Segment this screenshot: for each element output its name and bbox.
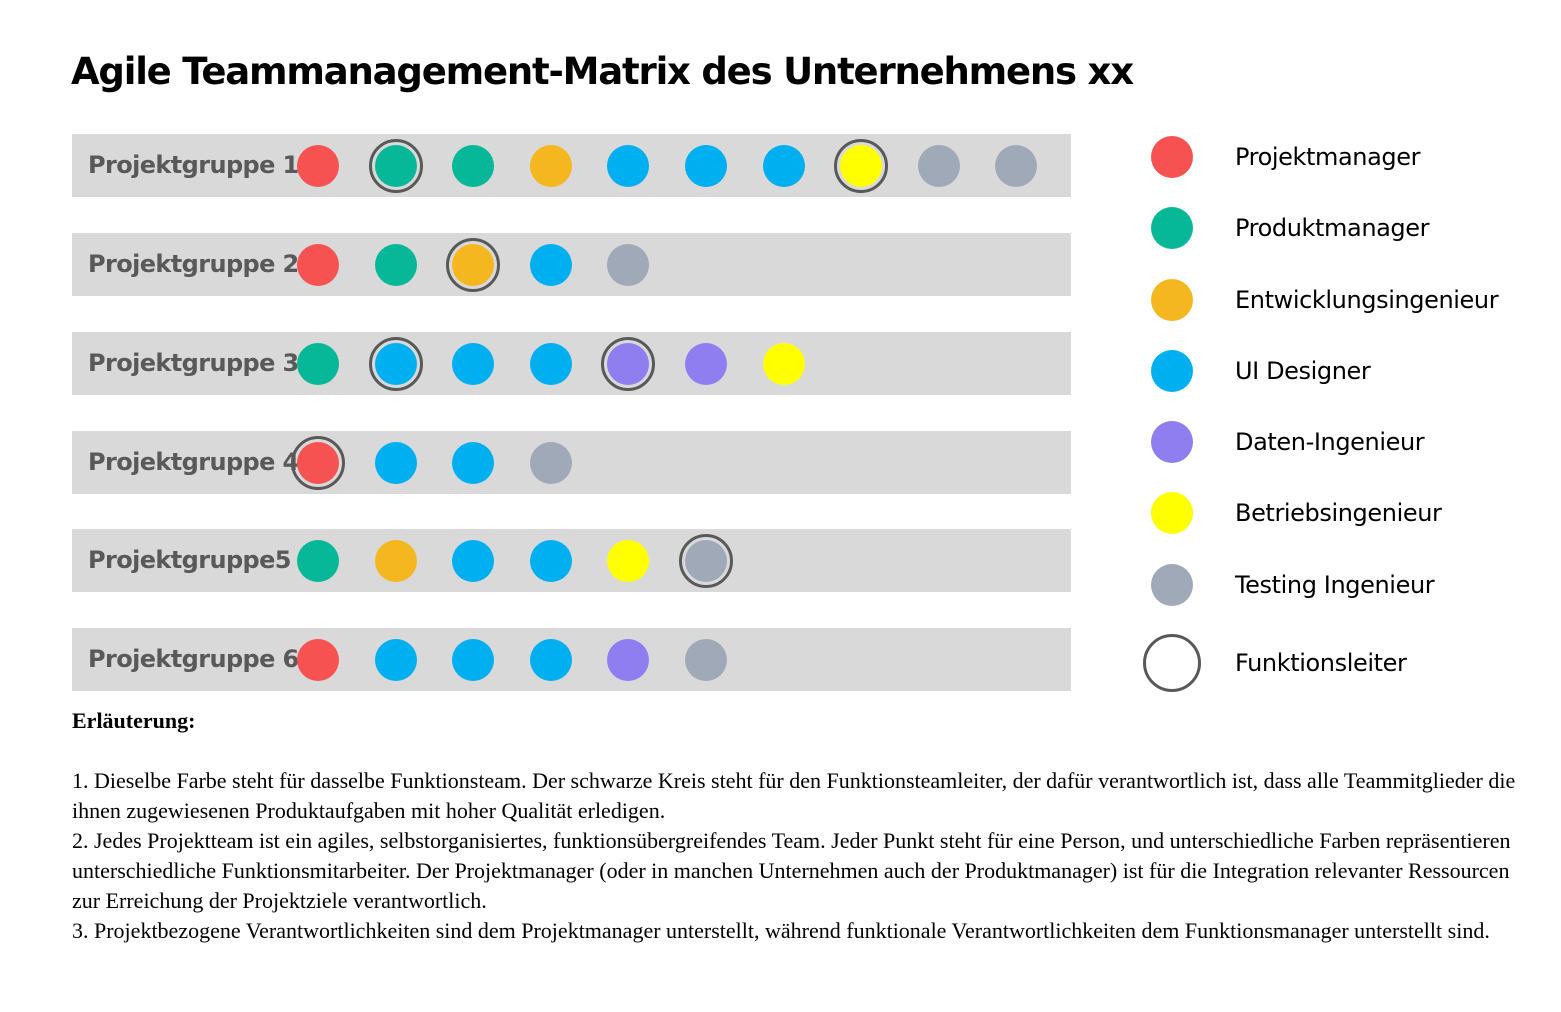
- legend-swatch: [1151, 564, 1193, 606]
- legend-label: Betriebsingenieur: [1235, 499, 1442, 527]
- legend-leader-ring: [1143, 634, 1201, 692]
- member-dot-projektmanager: [297, 638, 339, 681]
- member-dot-entwicklungsingenieur: [529, 144, 572, 187]
- explanation-heading: Erläuterung:: [72, 708, 196, 733]
- legend-item-entwicklungsingenieur: Entwicklungsingenieur: [1140, 270, 1540, 330]
- member-dot-betriebsingenieur: [840, 144, 883, 187]
- member-dot-ui-designer: [374, 638, 417, 681]
- legend-item-projektmanager: Projektmanager: [1140, 127, 1540, 187]
- group-label: Projektgruppe 2: [88, 250, 299, 278]
- member-dot-projektmanager: [297, 243, 339, 286]
- leader-ring: [834, 138, 889, 193]
- member-dot-projektmanager: [297, 441, 339, 484]
- legend-swatch: [1151, 421, 1193, 463]
- member-dot-testing-ingenieur: [685, 638, 727, 681]
- member-dot-daten-ingenieur: [607, 638, 650, 681]
- member-dot-produktmanager: [374, 144, 417, 187]
- leader-ring: [679, 533, 733, 588]
- legend-label: Daten-Ingenieur: [1235, 428, 1425, 456]
- group-label: Projektgruppe 1: [88, 151, 299, 179]
- group-row: Projektgruppe 2: [72, 233, 1071, 296]
- legend-swatch: [1151, 207, 1193, 249]
- member-dot-ui-designer: [452, 539, 495, 582]
- member-dot-testing-ingenieur: [685, 539, 727, 582]
- member-dot-ui-designer: [607, 144, 650, 187]
- member-dot-ui-designer: [374, 342, 417, 385]
- member-dot-ui-designer: [374, 441, 417, 484]
- member-dot-entwicklungsingenieur: [374, 539, 417, 582]
- member-dot-projektmanager: [297, 144, 339, 187]
- member-dot-ui-designer: [685, 144, 727, 187]
- explanation-point: 2. Jedes Projektteam ist ein agiles, sel…: [72, 828, 1511, 913]
- legend-label: Funktionsleiter: [1235, 649, 1407, 677]
- legend-swatch: [1151, 279, 1193, 321]
- explanation-point: 3. Projektbezogene Verantwortlichkeiten …: [72, 918, 1490, 943]
- explanation-point: 1. Dieselbe Farbe steht für dasselbe Fun…: [72, 768, 1516, 823]
- group-row: Projektgruppe 6: [72, 628, 1071, 691]
- member-dot-entwicklungsingenieur: [452, 243, 495, 286]
- legend-label: Produktmanager: [1235, 214, 1430, 242]
- member-dot-daten-ingenieur: [607, 342, 650, 385]
- member-dot-betriebsingenieur: [607, 539, 650, 582]
- legend-item-betriebsingenieur: Betriebsingenieur: [1140, 483, 1540, 543]
- member-dot-produktmanager: [452, 144, 495, 187]
- member-dot-ui-designer: [529, 638, 572, 681]
- legend-item-funktionsleiter: Funktionsleiter: [1140, 633, 1540, 693]
- group-label: Projektgruppe5: [88, 546, 291, 574]
- member-dot-produktmanager: [374, 243, 417, 286]
- leader-ring: [446, 237, 501, 292]
- group-row: Projektgruppe 1: [72, 134, 1071, 197]
- legend-item-ui-designer: UI Designer: [1140, 341, 1540, 401]
- member-dot-produktmanager: [297, 342, 339, 385]
- diagram-title: Agile Teammanagement-Matrix des Unterneh…: [71, 50, 1134, 93]
- group-label: Projektgruppe 4: [88, 448, 299, 476]
- legend-swatch: [1151, 350, 1193, 392]
- member-dot-daten-ingenieur: [685, 342, 727, 385]
- leader-ring: [368, 138, 423, 193]
- legend-label: Projektmanager: [1235, 143, 1421, 171]
- member-dot-testing-ingenieur: [607, 243, 650, 286]
- member-dot-betriebsingenieur: [762, 342, 805, 385]
- group-row: Projektgruppe5: [72, 529, 1071, 592]
- member-dot-ui-designer: [529, 539, 572, 582]
- legend-swatch: [1151, 492, 1193, 534]
- legend-label: Entwicklungsingenieur: [1235, 286, 1499, 314]
- legend-label: UI Designer: [1235, 357, 1371, 385]
- group-row: Projektgruppe 3: [72, 332, 1071, 395]
- member-dot-testing-ingenieur: [995, 144, 1038, 187]
- member-dot-ui-designer: [452, 342, 495, 385]
- leader-ring: [368, 336, 423, 391]
- leader-ring: [601, 336, 656, 391]
- member-dot-ui-designer: [452, 441, 495, 484]
- legend-item-produktmanager: Produktmanager: [1140, 198, 1540, 258]
- legend-item-testing-ingenieur: Testing Ingenieur: [1140, 555, 1540, 615]
- member-dot-ui-designer: [452, 638, 495, 681]
- group-label: Projektgruppe 3: [88, 349, 299, 377]
- group-label: Projektgruppe 6: [88, 645, 299, 673]
- member-dot-ui-designer: [762, 144, 805, 187]
- leader-ring: [291, 435, 345, 490]
- member-dot-produktmanager: [297, 539, 339, 582]
- member-dot-ui-designer: [529, 243, 572, 286]
- group-row: Projektgruppe 4: [72, 431, 1071, 494]
- legend-item-daten-ingenieur: Daten-Ingenieur: [1140, 412, 1540, 472]
- legend-swatch: [1151, 136, 1193, 178]
- explanation: Erläuterung: 1. Dieselbe Farbe steht für…: [72, 706, 1522, 946]
- legend-label: Testing Ingenieur: [1235, 571, 1435, 599]
- member-dot-testing-ingenieur: [529, 441, 572, 484]
- member-dot-ui-designer: [529, 342, 572, 385]
- member-dot-testing-ingenieur: [917, 144, 960, 187]
